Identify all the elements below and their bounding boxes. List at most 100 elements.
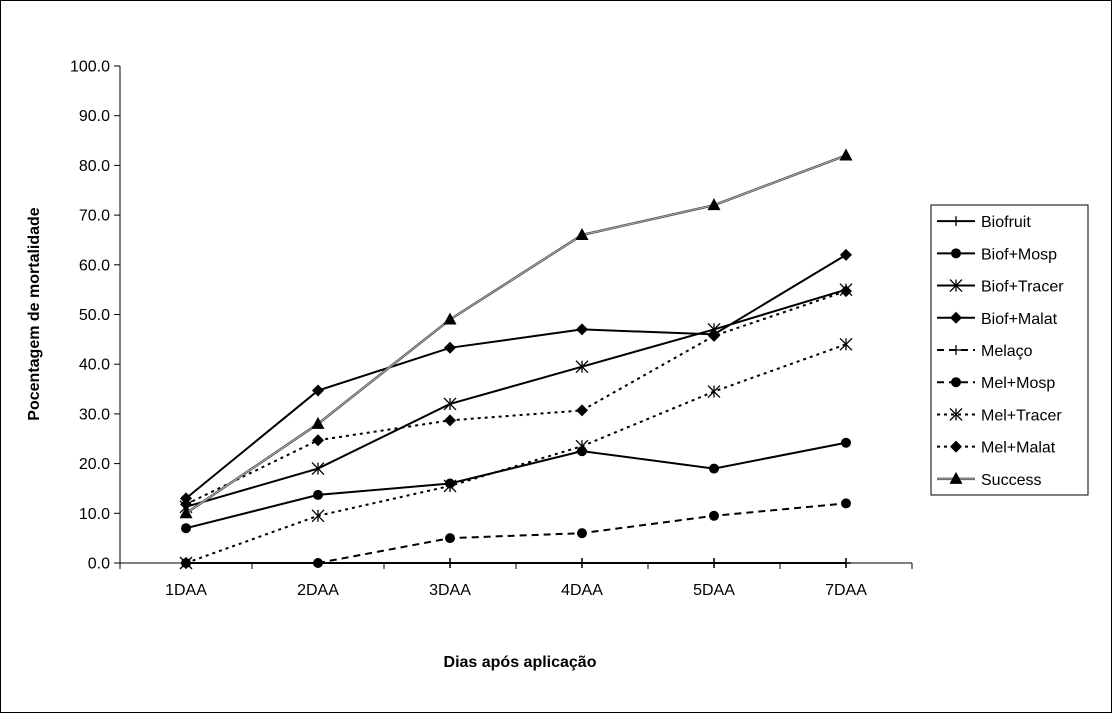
data-point — [443, 479, 457, 493]
data-point — [575, 439, 589, 453]
data-point — [444, 341, 456, 354]
data-point — [577, 528, 587, 539]
data-point — [839, 148, 853, 161]
series-mel-tracer — [179, 337, 853, 570]
data-point — [575, 360, 589, 374]
data-point — [949, 407, 963, 421]
data-point — [312, 434, 324, 447]
y-tick-label: 60.0 — [79, 257, 110, 274]
series-line — [185, 254, 847, 500]
series-mel-malat — [180, 285, 852, 511]
x-tick-label: 7DAA — [825, 582, 867, 599]
y-tick-label: 80.0 — [79, 158, 110, 175]
data-point — [707, 385, 721, 398]
data-point — [313, 558, 323, 568]
data-point — [576, 323, 588, 336]
data-point — [179, 506, 193, 519]
data-point — [840, 285, 852, 298]
series-mel-mosp — [181, 498, 851, 568]
y-tick-label: 0.0 — [88, 556, 110, 573]
legend-entry: Mel+Mosp — [937, 375, 1055, 392]
series-biof-tracer — [179, 283, 853, 514]
data-point — [951, 248, 961, 259]
series-line — [185, 288, 847, 508]
data-point — [840, 248, 852, 261]
legend-label: Melaço — [981, 343, 1033, 360]
series-biof-mosp — [181, 437, 851, 534]
data-point — [313, 489, 323, 500]
data-point — [841, 558, 851, 568]
legend-entry: Success — [937, 471, 1041, 489]
y-tick-label: 20.0 — [79, 456, 110, 473]
y-axis-title: Pocentagem de mortalidade — [26, 207, 43, 420]
legend-label: Biofruit — [981, 214, 1031, 231]
data-point — [709, 463, 719, 474]
data-point — [839, 337, 853, 351]
x-axis: 1DAA 2DAA 3DAA 4DAA 5DAA 7DAA — [119, 562, 913, 599]
data-point — [445, 533, 455, 544]
legend-label: Biof+Malat — [981, 311, 1058, 328]
series-line-inner — [185, 155, 847, 514]
data-point — [443, 397, 457, 411]
y-tick-label: 40.0 — [79, 357, 110, 374]
data-point — [577, 558, 587, 568]
series-line — [186, 502, 847, 564]
legend-entry: Melaço — [937, 343, 1033, 360]
y-tick-label: 90.0 — [79, 108, 110, 125]
data-point — [443, 312, 457, 325]
data-point — [179, 556, 193, 570]
series-line — [185, 290, 847, 506]
data-point — [950, 311, 962, 324]
data-point — [445, 558, 455, 568]
legend-label: Mel+Mosp — [981, 375, 1055, 392]
data-point — [949, 279, 963, 293]
y-axis: 0.0 10.0 20.0 30.0 40.0 50.0 60.0 70.0 80.0 90.0 1… — [70, 59, 121, 573]
series-success — [179, 148, 853, 519]
legend-label: Biof+Mosp — [981, 246, 1057, 263]
y-tick-label: 10.0 — [79, 506, 110, 523]
legend-label: Success — [981, 472, 1041, 489]
legend-label: Mel+Malat — [981, 440, 1056, 457]
data-point — [180, 498, 192, 511]
y-tick-label: 70.0 — [79, 208, 110, 225]
x-tick-label: 5DAA — [693, 582, 735, 599]
legend-entry: Biof+Tracer — [937, 279, 1064, 296]
data-point — [311, 462, 325, 476]
data-point — [707, 198, 721, 211]
series-line — [185, 343, 847, 564]
series-line — [185, 154, 847, 515]
data-point — [444, 414, 456, 427]
y-tick-label: 50.0 — [79, 307, 110, 324]
x-tick-label: 2DAA — [297, 582, 339, 599]
series-layer — [179, 148, 853, 570]
legend: Biofruit Biof+Mosp Biof+Tracer Biof+Malat Me… — [930, 204, 1089, 496]
x-tick-label: 1DAA — [165, 582, 207, 599]
legend-entry: Mel+Malat — [937, 440, 1056, 457]
data-point — [950, 440, 962, 453]
data-point — [951, 216, 961, 227]
legend-label: Mel+Tracer — [981, 407, 1062, 424]
data-point — [951, 377, 961, 388]
x-tick-label: 4DAA — [561, 582, 603, 599]
data-point — [708, 329, 720, 342]
data-point — [311, 416, 325, 429]
data-point — [949, 471, 963, 484]
data-point — [841, 437, 851, 448]
legend-entry: Biof+Mosp — [937, 246, 1057, 263]
series-line — [185, 441, 847, 530]
data-point — [575, 227, 589, 240]
y-tick-label: 30.0 — [79, 406, 110, 423]
data-point — [576, 404, 588, 417]
data-point — [709, 558, 719, 568]
data-point — [709, 510, 719, 521]
legend-label: Biof+Tracer — [981, 279, 1064, 296]
data-point — [951, 345, 961, 355]
legend-entry: Mel+Tracer — [937, 407, 1062, 424]
legend-entry: Biofruit — [937, 214, 1031, 231]
data-point — [841, 498, 851, 509]
legend-entry: Biof+Malat — [937, 311, 1058, 328]
x-axis-title: Dias após aplicação — [444, 654, 597, 671]
data-point — [312, 384, 324, 397]
